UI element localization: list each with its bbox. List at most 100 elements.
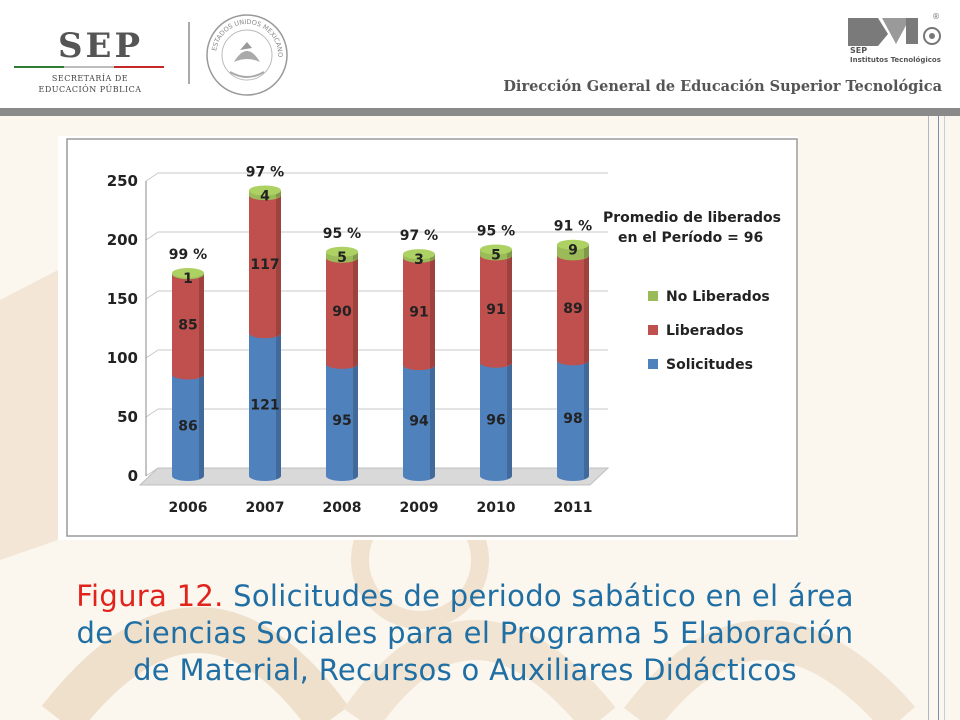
- gridline-depth: [145, 349, 159, 359]
- caption-line2: de Ciencias Sociales para el Programa 5 …: [76, 616, 854, 650]
- bar-segment-shade: [353, 363, 358, 479]
- header: SEP SECRETARÍA DE EDUCACIÓN PÚBLICA ESTA…: [0, 0, 960, 108]
- bar-segment: [557, 255, 589, 366]
- bar-value-label: 91: [486, 302, 505, 318]
- header-bar: [0, 108, 960, 116]
- bar-value-label: 5: [337, 250, 347, 266]
- x-tick-label: 2010: [477, 500, 516, 516]
- bar-value-label: 94: [409, 414, 429, 430]
- bar-segment: [326, 363, 358, 481]
- sep-subtitle-line2: EDUCACIÓN PÚBLICA: [38, 85, 142, 94]
- legend-swatch: [648, 359, 658, 369]
- bar-top: [480, 244, 512, 255]
- chart-border: [66, 138, 798, 537]
- bar-segment: [480, 362, 512, 481]
- bar-segment-shade: [584, 244, 589, 259]
- x-tick-label: 2006: [169, 500, 208, 516]
- bar-top: [403, 249, 435, 260]
- stacked-bar-chart: 0 50 100 150 200 250 86 85 1 99 % 2006 121 117 4 97 %…: [66, 138, 798, 537]
- bar-segment-shade: [507, 255, 512, 366]
- bar-value-label: 90: [332, 304, 352, 320]
- bar-top: [249, 185, 281, 196]
- bar-value-label: 91: [409, 304, 428, 320]
- bar-segment-shade: [584, 360, 589, 479]
- percent-label: 97 %: [400, 228, 438, 244]
- right-border-line: [938, 116, 939, 720]
- bar-value-label: 89: [563, 301, 582, 317]
- annotation-line2: en el Período = 96: [618, 230, 763, 246]
- gridline-depth: [145, 408, 159, 418]
- bar-segment-shade: [276, 195, 281, 337]
- bar-value-label: 86: [178, 418, 197, 434]
- x-tick-label: 2007: [246, 500, 285, 516]
- bar-value-label: 98: [563, 411, 582, 427]
- x-tick-label: 2009: [400, 500, 439, 516]
- y-tick-label: 200: [107, 231, 138, 249]
- it-logo-subtitle: Institutos Tecnológicos: [850, 56, 941, 64]
- bar-segment: [326, 257, 358, 369]
- registered-mark: ®: [932, 12, 940, 21]
- gridline-depth: [145, 290, 159, 300]
- gridline-depth: [145, 231, 159, 241]
- bar-value-label: 4: [260, 188, 270, 204]
- plot-floor: [138, 467, 610, 486]
- bar-top: [557, 239, 589, 250]
- bar-segment-shade: [199, 374, 204, 479]
- sep-subtitle-line1: SECRETARÍA DE: [51, 74, 129, 83]
- percent-label: 97 %: [246, 164, 284, 180]
- chart-panel: 0 50 100 150 200 250 86 85 1 99 % 2006 121 117 4 97 %…: [58, 136, 798, 540]
- bar-segment: [172, 374, 204, 481]
- caption-line3: de Material, Recursos o Auxiliares Didác…: [133, 653, 797, 687]
- y-tick-label: 0: [128, 467, 138, 485]
- bar-segment-shade: [353, 257, 358, 367]
- legend-swatch: [648, 291, 658, 301]
- bar-segment-shade: [430, 365, 435, 479]
- plot-back-wall: [158, 171, 608, 466]
- bar-segment: [172, 274, 204, 380]
- y-tick-label: 150: [107, 290, 138, 308]
- percent-label: 91 %: [554, 219, 592, 235]
- legend-label: Solicitudes: [666, 357, 753, 373]
- right-border-line: [928, 116, 929, 720]
- bar-value-label: 95: [332, 413, 351, 429]
- percent-label: 95 %: [477, 223, 515, 239]
- percent-label: 95 %: [323, 226, 361, 242]
- x-tick-label: 2011: [554, 500, 593, 516]
- header-divider: [188, 22, 190, 84]
- bar-segment-shade: [584, 255, 589, 364]
- caption-line1: Solicitudes de periodo sabático en el ár…: [233, 579, 854, 613]
- annotation-line1: Promedio de liberados: [603, 210, 781, 226]
- bar-segment: [249, 333, 281, 481]
- y-tick-label: 250: [107, 172, 138, 190]
- bar-value-label: 5: [491, 247, 501, 263]
- bar-segment: [403, 365, 435, 481]
- bar-value-label: 3: [414, 252, 424, 268]
- bar-top: [326, 246, 358, 257]
- bar-value-label: 85: [178, 317, 197, 333]
- bar-value-label: 96: [486, 412, 505, 428]
- x-tick-label: 2008: [323, 500, 362, 516]
- bar-segment: [249, 195, 281, 339]
- bar-segment-shade: [507, 362, 512, 479]
- sep-logo: SEP: [58, 26, 144, 66]
- bar-segment: [403, 257, 435, 371]
- right-border-line: [944, 116, 945, 720]
- bar-segment-shade: [199, 274, 204, 378]
- gridline-depth: [145, 172, 159, 182]
- bar-value-label: 1: [183, 271, 193, 287]
- bar-segment: [480, 255, 512, 368]
- legend-swatch: [648, 325, 658, 335]
- bar-segment: [557, 360, 589, 481]
- legend-label: No Liberados: [666, 289, 770, 305]
- bar-value-label: 117: [250, 257, 279, 273]
- y-tick-label: 50: [117, 408, 138, 426]
- figure-caption: Figura 12. Solicitudes de periodo sabáti…: [0, 578, 930, 689]
- header-title: Dirección General de Educación Superior …: [503, 78, 942, 95]
- bar-segment-shade: [276, 333, 281, 479]
- institutos-tecnologicos-logo-icon: [848, 18, 941, 46]
- bar-top: [172, 268, 204, 279]
- bar-segment-shade: [430, 257, 435, 369]
- caption-figure-label: Figura 12.: [76, 579, 224, 613]
- bar-value-label: 121: [250, 398, 279, 414]
